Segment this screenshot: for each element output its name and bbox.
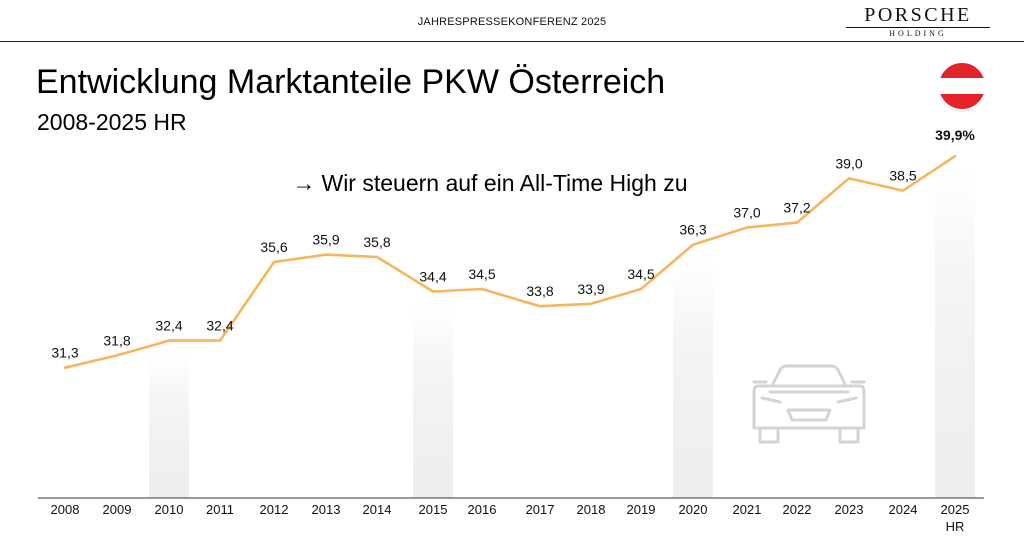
x-tick-label-2019: 2019 (627, 502, 656, 517)
x-tick-label-2012: 2012 (260, 502, 289, 517)
data-label-2012: 35,6 (260, 239, 287, 255)
data-label-2011: 32,4 (206, 318, 233, 334)
x-tick-label-2018: 2018 (577, 502, 606, 517)
data-point-2017 (538, 305, 542, 308)
x-tick-label-2024: 2024 (889, 502, 918, 517)
data-point-2010 (167, 339, 171, 342)
data-point-2008 (63, 366, 67, 369)
data-point-2025 (953, 155, 957, 158)
conference-title: JAHRESPRESSEKONFERENZ 2025 (417, 16, 607, 28)
car-icon (752, 364, 866, 444)
data-label-2016: 34,5 (468, 266, 495, 282)
data-point-2016 (480, 287, 484, 291)
data-label-2010: 32,4 (155, 318, 182, 334)
x-tick-label-2017: 2017 (526, 502, 555, 517)
data-point-2021 (745, 226, 749, 229)
slide-header: JAHRESPRESSEKONFERENZ 2025 PORSCHE HOLDI… (0, 0, 1024, 42)
x-tick-label-2023: 2023 (835, 502, 864, 517)
slide-subtitle: 2008-2025 HR (37, 109, 187, 135)
data-label-2009: 31,8 (103, 332, 130, 348)
x-tick-label-2020: 2020 (679, 502, 708, 517)
data-point-2015 (431, 290, 435, 293)
data-label-2008: 31,3 (51, 345, 78, 361)
data-label-2018: 33,9 (577, 281, 604, 297)
data-point-2012 (272, 260, 276, 264)
brand-rule (846, 27, 990, 28)
highlight-column-2025 (935, 170, 975, 499)
x-tick-label-2016: 2016 (468, 502, 497, 517)
data-label-2017: 33,8 (526, 283, 553, 299)
header-divider (0, 41, 1024, 42)
data-point-2018 (589, 302, 593, 305)
key-message-text: Wir steuern auf ein All-Time High zu (321, 170, 688, 196)
data-label-2025: 39,9% (935, 127, 975, 143)
austria-flag-icon (937, 61, 987, 112)
data-label-2015: 34,4 (419, 269, 446, 285)
data-point-2013 (324, 253, 328, 256)
data-label-2020: 36,3 (679, 222, 706, 238)
x-tick-label-2014: 2014 (363, 502, 392, 517)
x-tick-label-2015: 2015 (419, 502, 448, 517)
key-message: → Wir steuern auf ein All-Time High zu (0, 170, 980, 197)
x-tick-label-2008: 2008 (51, 502, 80, 517)
data-label-2014: 35,8 (363, 234, 390, 250)
x-tick-label-2011: 2011 (206, 502, 234, 517)
data-label-2021: 37,0 (733, 205, 760, 221)
series-line (63, 154, 957, 370)
data-point-2023 (847, 177, 851, 180)
x-tick-label-2021: 2021 (733, 502, 762, 517)
x-tick-label-2009: 2009 (103, 502, 132, 517)
data-point-2019 (639, 287, 643, 291)
x-tick-label-2010: 2010 (155, 502, 184, 517)
brand-name: PORSCHE (864, 4, 972, 26)
highlight-column-2020 (673, 258, 713, 498)
brand-logo: PORSCHE HOLDING (836, 4, 1000, 39)
data-label-2022: 37,2 (783, 200, 810, 216)
arrow-right-icon: → (292, 170, 316, 196)
data-point-2022 (795, 221, 799, 224)
highlight-column-2010 (149, 354, 189, 498)
x-tick-sublabel-2025: HR (946, 519, 965, 534)
data-label-2013: 35,9 (312, 232, 339, 248)
data-label-2019: 34,5 (627, 266, 654, 282)
x-tick-label-2022: 2022 (783, 502, 812, 517)
highlight-column-2015 (413, 305, 453, 498)
data-label-2023: 39,0 (835, 155, 862, 171)
data-point-2009 (115, 354, 119, 357)
data-label-2024: 38,5 (889, 168, 916, 184)
data-point-2014 (375, 255, 379, 259)
brand-sub: HOLDING (889, 29, 947, 38)
x-tick-label-2025: 2025 (941, 502, 970, 517)
data-point-2020 (691, 243, 695, 246)
x-tick-label-2013: 2013 (312, 502, 341, 517)
data-point-2024 (901, 189, 905, 192)
data-point-2011 (218, 339, 222, 342)
slide-title: Entwicklung Marktanteile PKW Österreich (36, 63, 666, 101)
